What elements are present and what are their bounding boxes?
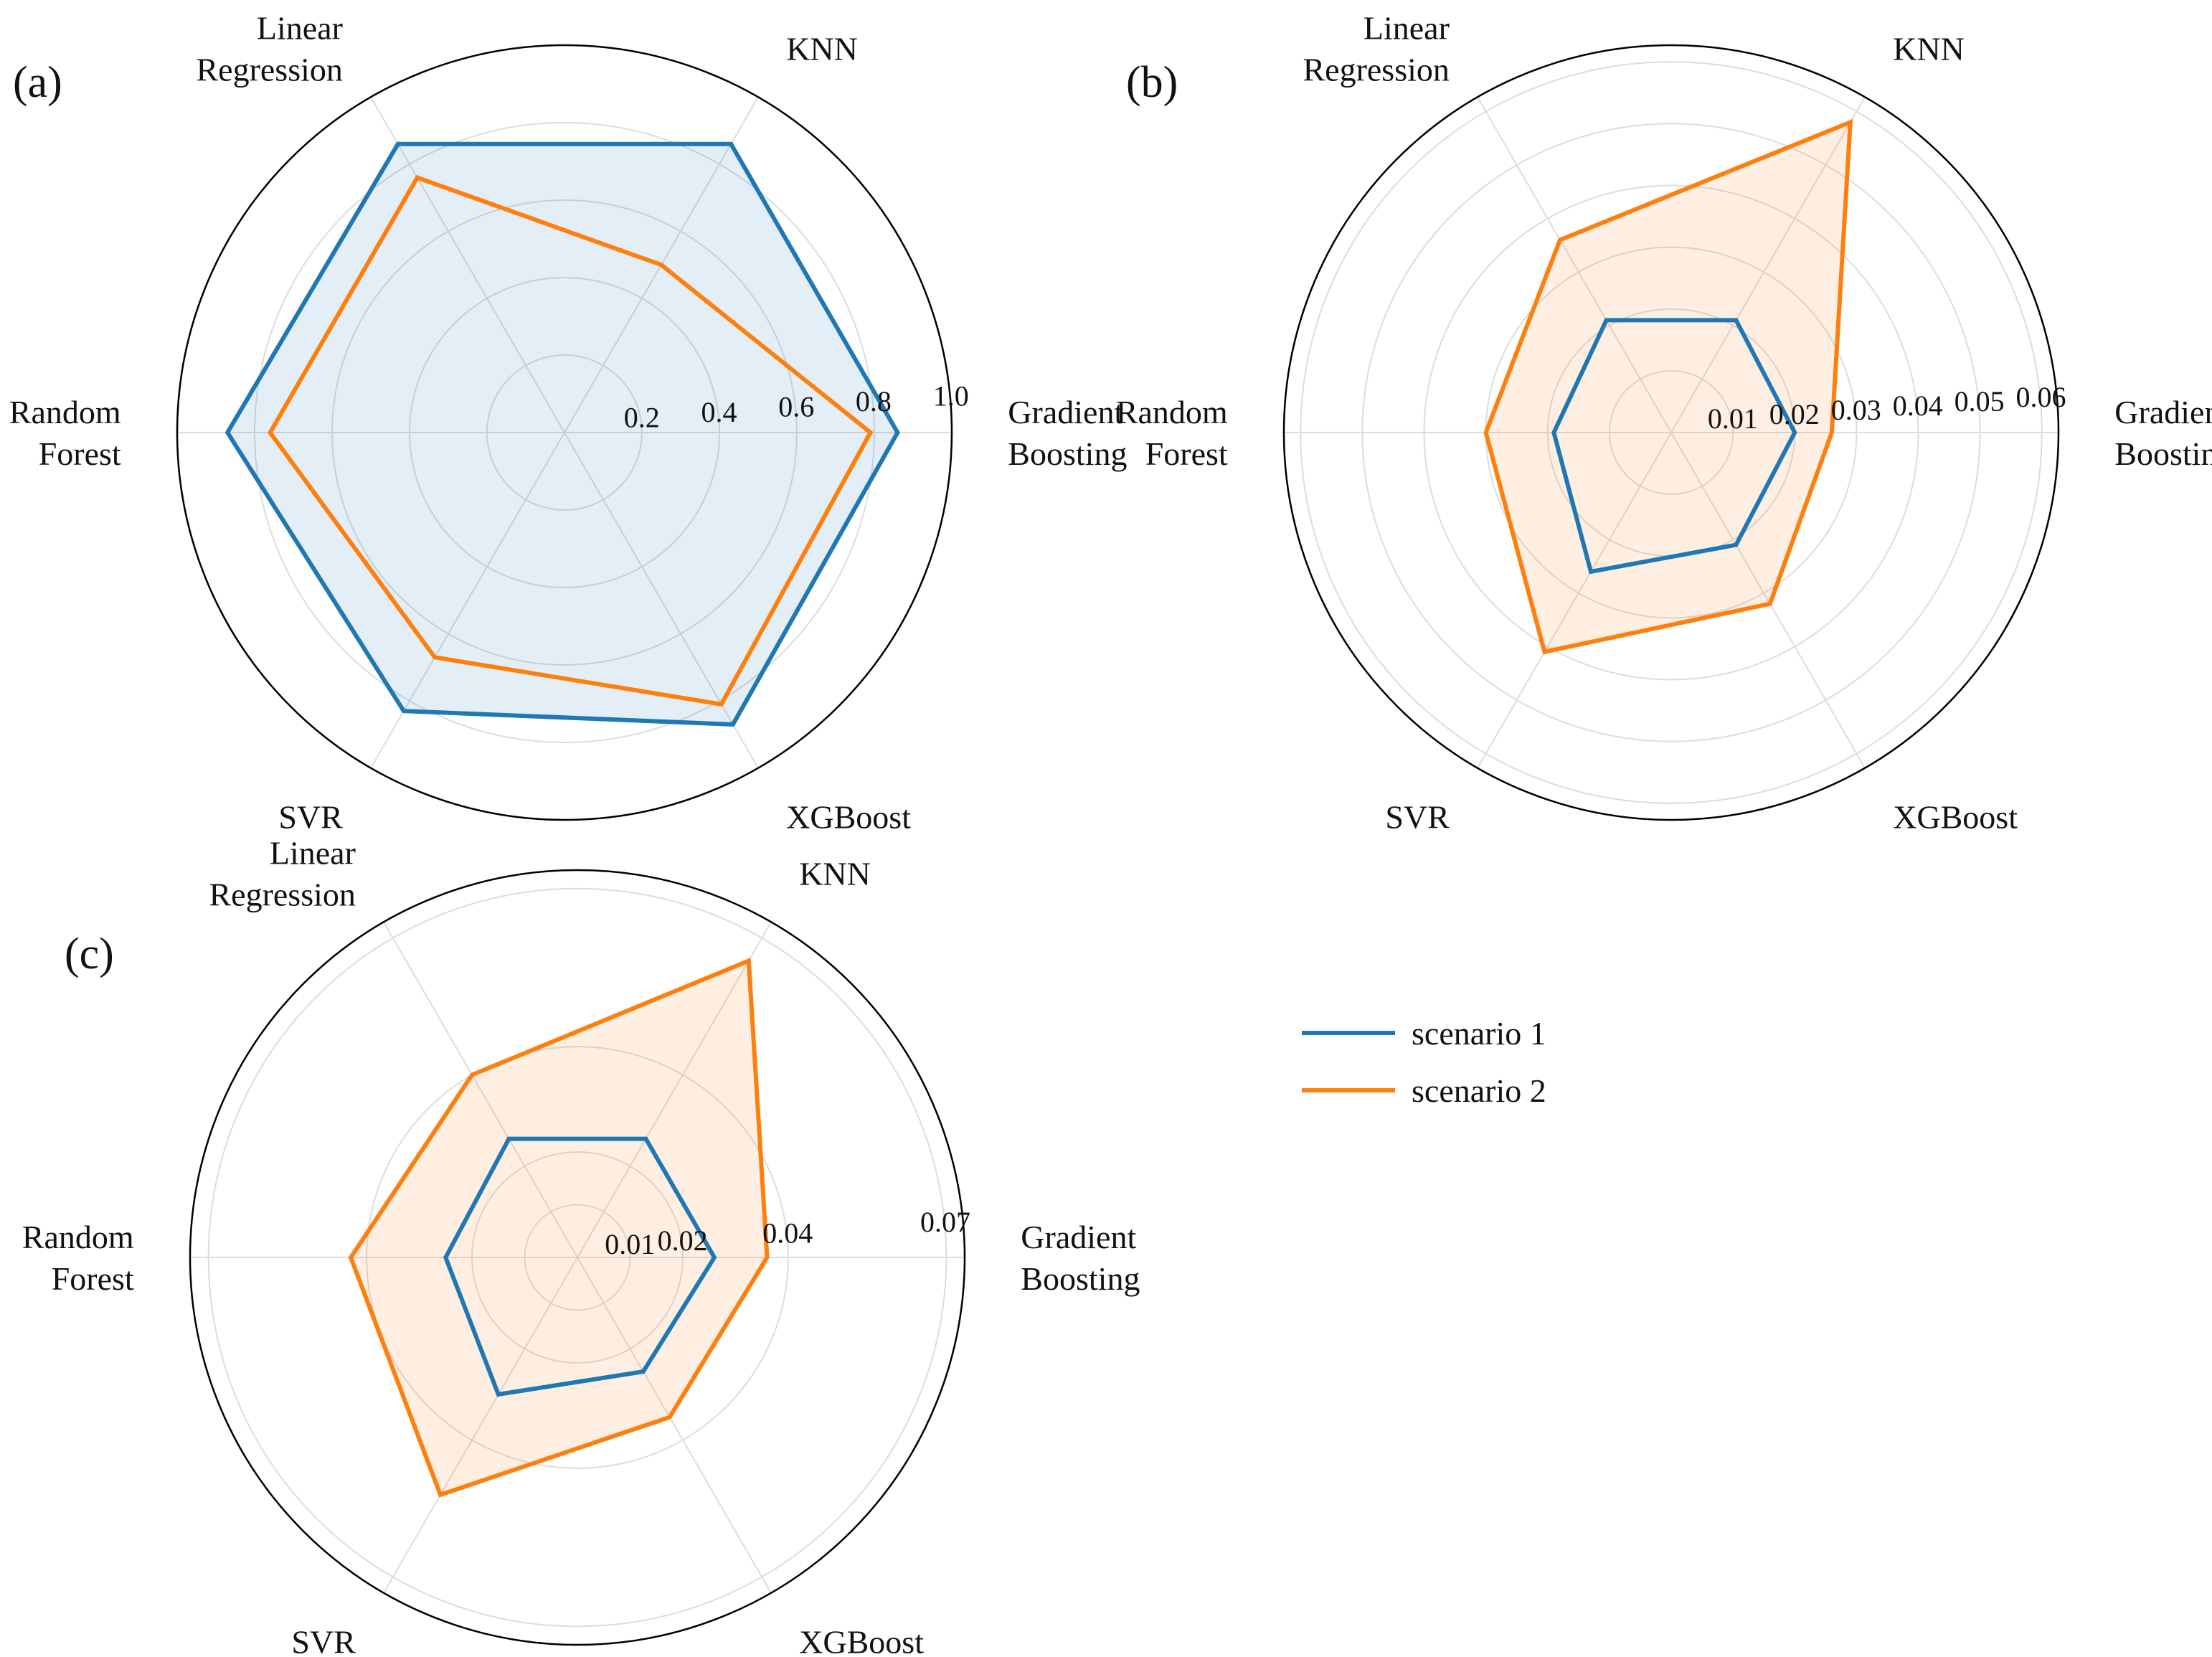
polar-frame	[176, 44, 953, 821]
category-label-svr: SVR	[291, 1624, 356, 1657]
category-label-knn: KNN	[1893, 31, 1965, 67]
grid-spoke	[564, 432, 759, 769]
radial-tick-label: 0.02	[1769, 398, 1820, 430]
radar-panel-b: 0.01 0.02 0.03 0.04 0.05 0.06 Gradient Boosting…	[1116, 10, 2212, 836]
polar-frame	[1282, 44, 2060, 821]
category-label-line: XGBoost	[1893, 799, 2018, 836]
category-label-line: Random	[1116, 394, 1228, 430]
category-label-line: Gradient	[2114, 394, 2212, 430]
category-label-xgboost: XGBoost	[799, 1624, 924, 1657]
legend-label-scenario-2: scenario 2	[1412, 1072, 1546, 1109]
grid-spoke	[370, 96, 565, 433]
grid-spoke	[577, 921, 772, 1258]
category-label-line: KNN	[799, 856, 871, 892]
series-fill-scenario-2	[351, 960, 767, 1495]
radar-panel-c: 0.01 0.02 0.04 0.07 Gradient Boosting KNN Linea…	[22, 835, 1140, 1657]
category-label-line: XGBoost	[786, 799, 911, 836]
radial-tick-label: 0.02	[658, 1224, 708, 1257]
radial-tick-label: 0.04	[762, 1217, 813, 1250]
category-label-line: Regression	[196, 52, 342, 88]
radial-tick-label: 1.0	[933, 379, 969, 412]
category-label-line: SVR	[1385, 799, 1450, 836]
category-label-line: SVR	[278, 799, 343, 836]
polar-frame	[189, 869, 966, 1646]
radial-tick-label: 0.6	[778, 390, 814, 422]
category-label-line: Linear	[257, 10, 343, 47]
category-label-line: SVR	[291, 1624, 356, 1657]
radial-tick-label: 0.05	[1955, 385, 2005, 417]
category-label-line: Forest	[52, 1260, 134, 1297]
category-label-line: Linear	[270, 835, 356, 872]
category-label-line: Boosting	[1021, 1260, 1140, 1297]
panel-label: (a)	[13, 58, 62, 107]
category-label-line: Random	[9, 394, 121, 430]
category-label-gradient-boosting: Gradient Boosting	[1008, 394, 1127, 472]
radial-tick-label: 0.06	[2016, 381, 2066, 413]
panel-label: (b)	[1126, 58, 1178, 107]
radial-tick-label: 0.01	[1708, 402, 1758, 435]
radial-tick-label: 0.03	[1831, 394, 1881, 426]
grid-spoke	[1477, 432, 1672, 769]
grid-spoke	[383, 921, 578, 1258]
radial-tick-label: 0.04	[1893, 390, 1943, 422]
category-label-knn: KNN	[799, 856, 871, 892]
category-label-random-forest: Random Forest	[22, 1219, 134, 1297]
category-label-line: Boosting	[2114, 435, 2212, 472]
category-label-line: Linear	[1363, 10, 1450, 47]
category-label-line: Boosting	[1008, 435, 1127, 472]
radial-tick-label: 0.2	[624, 402, 660, 434]
radial-tick-label: 0.01	[605, 1228, 655, 1260]
category-label-line: Gradient	[1008, 394, 1123, 430]
radar-panel-a: 0.2 0.4 0.6 0.8 1.0 Gradient Boosting KNN Linear…	[9, 10, 1128, 836]
category-label-svr: SVR	[278, 799, 343, 836]
category-label-line: Gradient	[1021, 1219, 1136, 1255]
category-label-line: Regression	[1303, 52, 1449, 88]
series-fill-scenario-2	[1485, 122, 1851, 652]
category-label-linear-regression: Linear Regression	[209, 835, 355, 913]
grid-spoke	[1670, 96, 1866, 433]
grid-spoke	[1477, 96, 1672, 433]
category-label-random-forest: Random Forest	[9, 394, 121, 472]
category-label-random-forest: Random Forest	[1116, 394, 1228, 472]
category-label-line: Regression	[209, 877, 355, 913]
grid-spoke	[383, 1257, 578, 1594]
category-label-gradient-boosting: Gradient Boosting	[1021, 1219, 1140, 1297]
category-label-line: Forest	[39, 435, 121, 472]
legend-label-scenario-1: scenario 1	[1412, 1015, 1546, 1052]
category-label-linear-regression: Linear Regression	[1303, 10, 1449, 88]
category-label-gradient-boosting: Gradient Boosting	[2114, 394, 2212, 472]
category-label-linear-regression: Linear Regression	[196, 10, 342, 88]
panel-label: (c)	[65, 930, 114, 978]
grid-spoke	[577, 1257, 772, 1594]
category-label-line: XGBoost	[799, 1624, 924, 1657]
legend: scenario 1 scenario 2	[1302, 1015, 1546, 1109]
category-label-line: KNN	[786, 31, 858, 67]
category-label-knn: KNN	[786, 31, 858, 67]
radial-tick-label: 0.4	[701, 396, 737, 428]
category-label-svr: SVR	[1385, 799, 1450, 836]
radial-tick-label: 0.07	[920, 1206, 970, 1238]
category-label-xgboost: XGBoost	[786, 799, 911, 836]
category-label-xgboost: XGBoost	[1893, 799, 2018, 836]
series-fill-scenario-1	[227, 143, 898, 724]
radial-tick-label: 0.8	[856, 385, 892, 417]
category-label-line: KNN	[1893, 31, 1965, 67]
category-label-line: Forest	[1145, 435, 1228, 472]
category-label-line: Random	[22, 1219, 134, 1255]
grid-spoke	[1670, 432, 1866, 769]
